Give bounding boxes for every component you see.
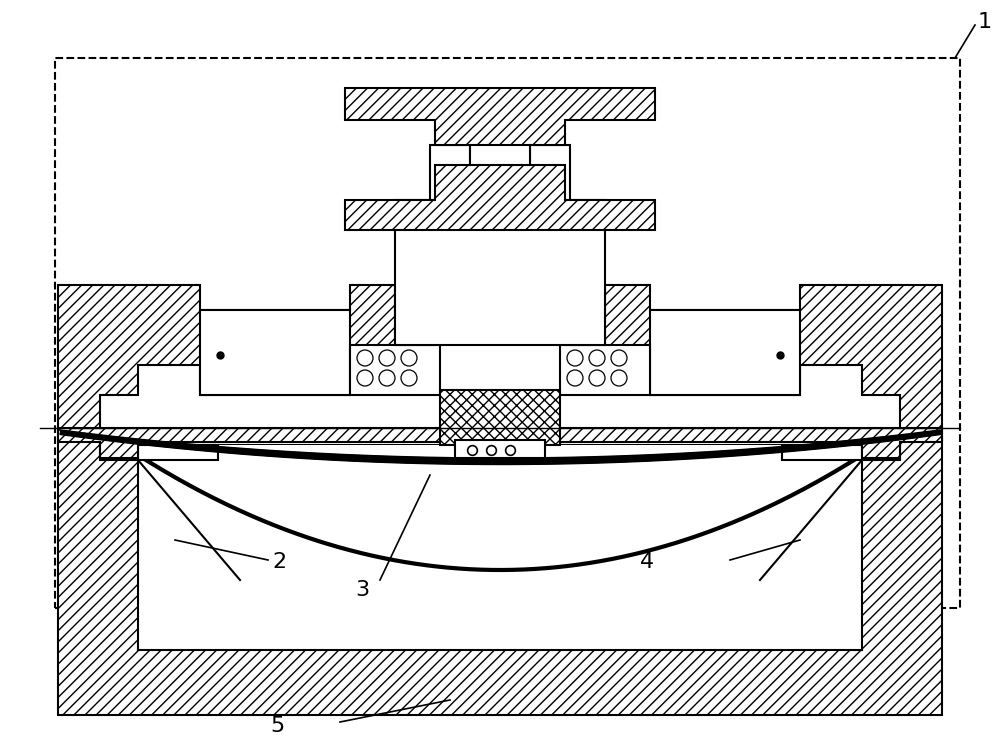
Bar	[455, 440, 545, 458]
Bar	[55, 58, 960, 608]
Polygon shape	[58, 428, 942, 458]
Text: 3: 3	[355, 580, 369, 600]
Text: 1: 1	[978, 12, 992, 32]
Polygon shape	[345, 88, 655, 230]
Text: 5: 5	[270, 716, 284, 736]
Bar	[138, 445, 218, 460]
Bar	[650, 310, 800, 395]
Polygon shape	[58, 285, 395, 428]
Bar	[395, 200, 605, 345]
Bar	[782, 445, 862, 460]
Polygon shape	[58, 430, 942, 715]
Bar	[430, 145, 570, 200]
Bar	[138, 445, 862, 650]
Polygon shape	[605, 285, 942, 428]
Bar	[350, 345, 440, 395]
Bar	[200, 310, 350, 395]
Text: 4: 4	[640, 552, 654, 572]
Text: 2: 2	[272, 552, 286, 572]
Bar	[440, 390, 560, 445]
Bar	[470, 145, 530, 165]
Bar	[560, 345, 650, 395]
